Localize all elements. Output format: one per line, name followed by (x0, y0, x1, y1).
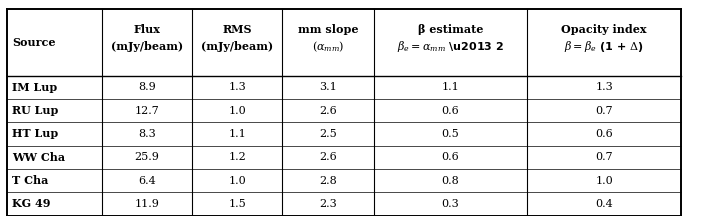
Text: 0.6: 0.6 (595, 129, 613, 139)
Text: 0.7: 0.7 (595, 152, 613, 162)
Text: 2.3: 2.3 (319, 199, 337, 209)
Text: IM Lup: IM Lup (12, 82, 57, 93)
Text: 12.7: 12.7 (134, 106, 160, 116)
Text: 2.6: 2.6 (319, 152, 337, 162)
Text: 0.8: 0.8 (441, 176, 460, 186)
Text: Source: Source (12, 37, 56, 48)
Text: 8.9: 8.9 (138, 82, 156, 92)
Text: 25.9: 25.9 (134, 152, 160, 162)
Text: KG 49: KG 49 (12, 199, 51, 209)
Text: $\beta_e = \alpha_{mm}$ \u2013 2: $\beta_e = \alpha_{mm}$ \u2013 2 (397, 39, 504, 54)
Text: 1.0: 1.0 (228, 176, 246, 186)
Text: 1.3: 1.3 (595, 82, 613, 92)
Text: HT Lup: HT Lup (12, 129, 58, 139)
Text: 1.0: 1.0 (595, 176, 613, 186)
Text: 1.1: 1.1 (441, 82, 460, 92)
Text: 11.9: 11.9 (134, 199, 160, 209)
Text: 0.3: 0.3 (441, 199, 460, 209)
Text: Opacity index: Opacity index (561, 24, 647, 35)
Text: 2.8: 2.8 (319, 176, 337, 186)
Text: 0.7: 0.7 (595, 106, 613, 116)
Text: RMS: RMS (222, 24, 252, 35)
Text: Flux: Flux (134, 24, 161, 35)
Text: (mJy/beam): (mJy/beam) (201, 41, 273, 52)
Text: 1.0: 1.0 (228, 106, 246, 116)
Text: 2.5: 2.5 (319, 129, 337, 139)
Text: 1.1: 1.1 (228, 129, 246, 139)
Text: β estimate: β estimate (418, 24, 483, 35)
Text: 0.4: 0.4 (595, 199, 613, 209)
Text: $(\alpha_{mm})$: $(\alpha_{mm})$ (312, 39, 344, 54)
Text: RU Lup: RU Lup (12, 105, 58, 116)
Text: 3.1: 3.1 (319, 82, 337, 92)
Text: 8.3: 8.3 (138, 129, 156, 139)
Text: (mJy/beam): (mJy/beam) (111, 41, 183, 52)
Text: 1.2: 1.2 (228, 152, 246, 162)
Text: mm slope: mm slope (298, 24, 358, 35)
Text: $\beta = \beta_e$ (1 + $\Delta$): $\beta = \beta_e$ (1 + $\Delta$) (564, 39, 644, 54)
Text: WW Cha: WW Cha (12, 152, 65, 163)
Text: 2.6: 2.6 (319, 106, 337, 116)
Text: 0.6: 0.6 (441, 106, 460, 116)
Text: 1.3: 1.3 (228, 82, 246, 92)
Text: 1.5: 1.5 (228, 199, 246, 209)
Text: 6.4: 6.4 (138, 176, 156, 186)
Text: 0.5: 0.5 (441, 129, 460, 139)
Text: T Cha: T Cha (12, 175, 49, 186)
Text: 0.6: 0.6 (441, 152, 460, 162)
